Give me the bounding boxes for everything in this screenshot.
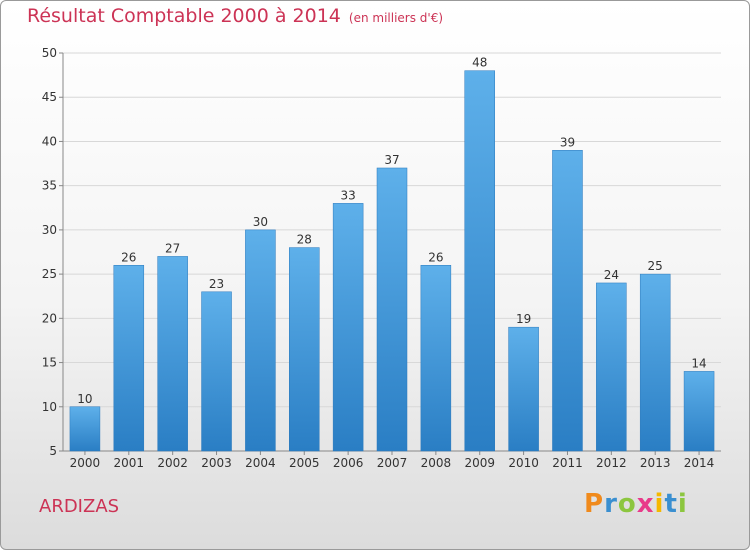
data-label-2008: 26 xyxy=(428,250,443,264)
title-unit: (en milliers d'€) xyxy=(348,11,444,25)
logo-letter: r xyxy=(604,489,618,519)
logo-letter: t xyxy=(664,489,678,519)
data-label-2003: 23 xyxy=(209,277,224,291)
y-tick-label: 25 xyxy=(42,267,57,281)
data-label-2013: 25 xyxy=(648,259,663,273)
y-tick-label: 20 xyxy=(42,311,57,325)
bar-2014 xyxy=(683,371,715,452)
x-tick-label-2005: 2005 xyxy=(289,456,320,470)
data-label-2004: 30 xyxy=(253,215,268,229)
data-label-2005: 28 xyxy=(297,233,312,247)
logo-letter: i xyxy=(677,489,688,519)
bar-2001 xyxy=(113,265,145,452)
bar-2013 xyxy=(639,273,671,452)
data-label-2011: 39 xyxy=(560,135,575,149)
data-label-2006: 33 xyxy=(340,188,355,202)
data-label-2001: 26 xyxy=(121,250,136,264)
bar-2012 xyxy=(596,282,627,452)
bar-2011 xyxy=(552,150,583,452)
data-label-2012: 24 xyxy=(604,268,619,282)
y-tick-label: 30 xyxy=(42,223,57,237)
bar-2002 xyxy=(157,256,188,452)
x-tick-label-2009: 2009 xyxy=(464,456,495,470)
x-tick-label-2002: 2002 xyxy=(157,456,188,470)
x-tick-label-2006: 2006 xyxy=(333,456,364,470)
y-tick-label: 10 xyxy=(42,400,57,414)
x-tick-label-2014: 2014 xyxy=(684,456,715,470)
y-tick-label: 5 xyxy=(49,444,57,458)
x-tick-label-2003: 2003 xyxy=(201,456,232,470)
data-label-2010: 19 xyxy=(516,312,531,326)
y-tick-label: 50 xyxy=(42,46,57,60)
data-label-2014: 14 xyxy=(691,356,706,370)
data-label-2009: 48 xyxy=(472,56,487,70)
logo-letter: o xyxy=(617,489,637,519)
y-tick-label: 45 xyxy=(42,90,57,104)
x-tick-label-2004: 2004 xyxy=(245,456,276,470)
logo-letter: P xyxy=(584,489,605,519)
chart-title: Résultat Comptable 2000 à 2014 (en millie… xyxy=(27,5,443,27)
data-label-2007: 37 xyxy=(384,153,399,167)
x-tick-label-2010: 2010 xyxy=(508,456,539,470)
proxiti-logo: Proxiti xyxy=(584,489,688,519)
x-tick-label-2001: 2001 xyxy=(114,456,145,470)
bar-2008 xyxy=(420,265,452,452)
data-label-2002: 27 xyxy=(165,241,180,255)
data-label-2000: 10 xyxy=(77,392,92,406)
bar-2006 xyxy=(332,203,364,452)
bar-2000 xyxy=(69,406,101,452)
y-tick-label: 35 xyxy=(42,179,57,193)
bar-2010 xyxy=(508,326,539,452)
bar-2004 xyxy=(245,229,276,452)
bar-2005 xyxy=(289,247,320,452)
bar-2009 xyxy=(464,70,495,452)
y-tick-label: 15 xyxy=(42,356,57,370)
x-tick-label-2008: 2008 xyxy=(421,456,452,470)
x-tick-label-2007: 2007 xyxy=(377,456,408,470)
x-tick-label-2000: 2000 xyxy=(70,456,101,470)
x-tick-label-2012: 2012 xyxy=(596,456,627,470)
x-tick-label-2013: 2013 xyxy=(640,456,671,470)
bar-2007 xyxy=(376,167,408,452)
logo-letter: x xyxy=(636,489,655,519)
logo-letter: i xyxy=(654,489,665,519)
commune-name: ARDIZAS xyxy=(39,496,120,517)
x-tick-label-2011: 2011 xyxy=(552,456,583,470)
title-text: Résultat Comptable 2000 à 2014 xyxy=(27,5,341,27)
bar-2003 xyxy=(201,291,232,452)
y-tick-label: 40 xyxy=(42,134,57,148)
